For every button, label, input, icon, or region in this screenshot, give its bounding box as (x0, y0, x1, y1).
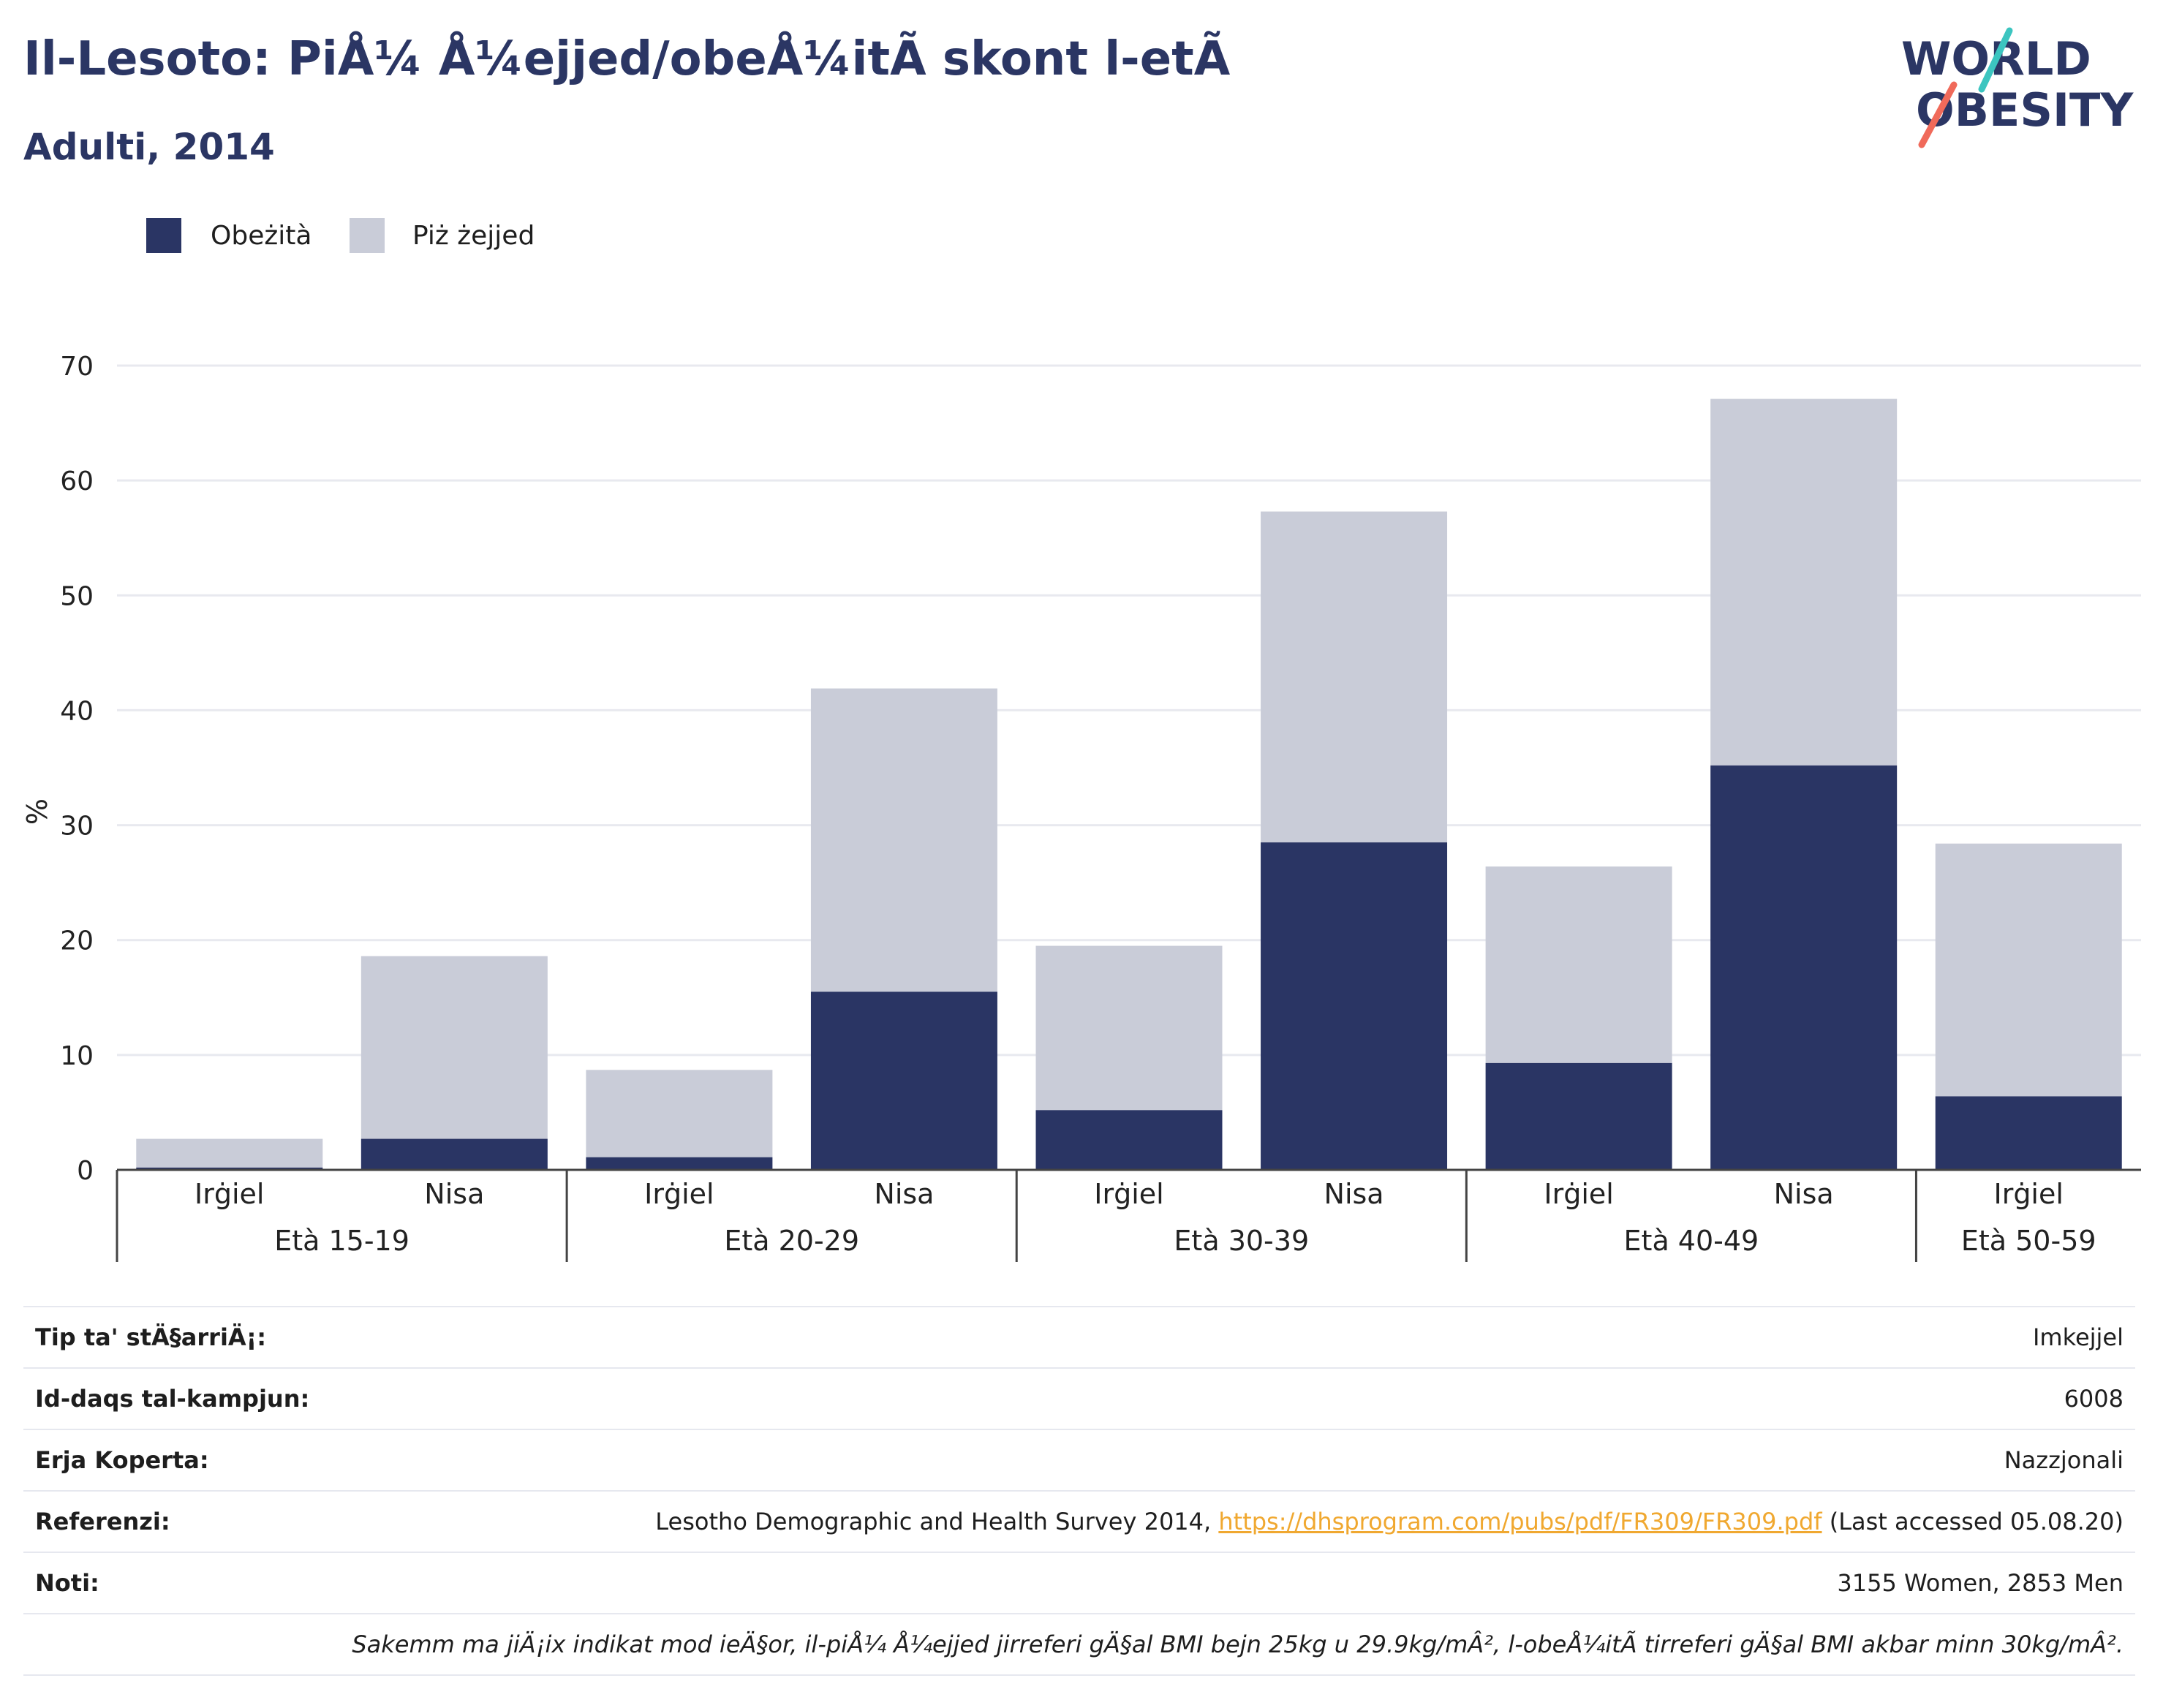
metadata-table: Tip ta' stÄ§arriÄ¡: Imkejjel Id-daqs tal… (23, 1306, 2135, 1676)
meta-row-footnote: Sakemm ma jiÄ¡ix indikat mod ieÄ§or, il-… (23, 1613, 2135, 1676)
footnote: Sakemm ma jiÄ¡ix indikat mod ieÄ§or, il-… (352, 1630, 2124, 1658)
x-tick-label: Irġiel (1993, 1178, 2063, 1210)
y-tick-label: 10 (60, 1041, 94, 1071)
bar-obesity (360, 1138, 548, 1170)
meta-row-sample-size: Id-daqs tal-kampjun: 6008 (23, 1367, 2135, 1429)
stacked-bar-chart: 0 10 20 30 40 50 60 70% Irġiel Nisa Irġiel Nisa Irġi… (21, 352, 2141, 1262)
y-tick-label: 30 (60, 812, 94, 842)
bar-overweight (1261, 511, 1448, 843)
legend-label-obesity: Obeżità (211, 221, 312, 251)
x-tick-label: Nisa (1774, 1178, 1834, 1210)
sample-size-label: Id-daqs tal-kampjun: (35, 1385, 310, 1413)
bar-overweight (1710, 398, 1898, 766)
bar-obesity (136, 1167, 323, 1170)
logo-slash-teal (1978, 27, 2013, 93)
y-tick-label: 50 (60, 581, 94, 611)
chart-title: Il-Lesoto: PiÅ¼ Å¼ejjed/obeÅ¼itÃ skont l… (23, 32, 1231, 86)
legend-swatch-overweight (350, 218, 385, 253)
x-tick-label: Irġiel (1094, 1178, 1163, 1210)
group-label: Età 50-59 (1961, 1225, 2096, 1257)
y-tick-label: 60 (60, 466, 94, 496)
bar-overweight (1035, 945, 1223, 1111)
meta-row-references: Referenzi: Lesotho Demographic and Healt… (23, 1490, 2135, 1552)
bar-overweight (586, 1070, 773, 1157)
meta-row-area: Erja Koperta: Nazzjonali (23, 1429, 2135, 1490)
notes-label: Noti: (35, 1569, 99, 1597)
x-tick-label: Irġiel (644, 1178, 714, 1210)
logo-slash-coral (1918, 81, 1958, 148)
reference-link[interactable]: https://dhsprogram.com/pubs/pdf/FR309/FR… (1218, 1508, 1822, 1535)
bar-overweight (1935, 843, 2122, 1097)
bar-obesity (586, 1157, 773, 1170)
bar-obesity (1261, 842, 1448, 1170)
area-covered-label: Erja Koperta: (35, 1446, 209, 1474)
legend-label-overweight: Piż żejjed (412, 221, 535, 251)
references-value: Lesotho Demographic and Health Survey 20… (655, 1508, 2124, 1535)
x-tick-label: Irġiel (1544, 1178, 1613, 1210)
meta-row-survey-type: Tip ta' stÄ§arriÄ¡: Imkejjel (23, 1306, 2135, 1367)
bar-obesity (1035, 1110, 1223, 1170)
meta-row-notes: Noti: 3155 Women, 2853 Men (23, 1552, 2135, 1613)
y-tick-label: 20 (60, 926, 94, 956)
x-tick-label: Nisa (1324, 1178, 1384, 1210)
group-label: Età 30-39 (1174, 1225, 1309, 1257)
y-axis-label: % (21, 798, 53, 825)
group-label: Età 20-29 (724, 1225, 859, 1257)
chart-subtitle: Adulti, 2014 (23, 126, 275, 168)
area-covered-value: Nazzjonali (2004, 1446, 2124, 1474)
group-label: Età 40-49 (1624, 1225, 1759, 1257)
x-tick-label: Irġiel (195, 1178, 264, 1210)
legend-swatch-obesity (146, 218, 181, 253)
reference-suffix: (Last accessed 05.08.20) (1822, 1508, 2124, 1535)
bar-obesity (810, 991, 997, 1170)
bar-overweight (136, 1138, 323, 1168)
world-obesity-logo: WORLD OBESITY (1901, 27, 2134, 148)
y-tick-label: 0 (77, 1156, 94, 1186)
bar-overweight (360, 956, 548, 1139)
bar-obesity (1485, 1062, 1672, 1170)
reference-text: Lesotho Demographic and Health Survey 20… (655, 1508, 1219, 1535)
notes-value: 3155 Women, 2853 Men (1837, 1569, 2124, 1597)
bar-obesity (1935, 1096, 2122, 1170)
references-label: Referenzi: (35, 1508, 170, 1535)
y-tick-label: 40 (60, 696, 94, 726)
y-tick-label: 70 (60, 352, 94, 382)
group-label: Età 15-19 (274, 1225, 409, 1257)
survey-type-label: Tip ta' stÄ§arriÄ¡: (35, 1323, 267, 1351)
sample-size-value: 6008 (2064, 1385, 2124, 1413)
bar-overweight (810, 688, 997, 992)
survey-type-value: Imkejjel (2032, 1323, 2124, 1351)
x-tick-label: Nisa (424, 1178, 484, 1210)
x-tick-label: Nisa (874, 1178, 934, 1210)
bar-overweight (1485, 866, 1672, 1063)
bar-obesity (1710, 765, 1898, 1170)
